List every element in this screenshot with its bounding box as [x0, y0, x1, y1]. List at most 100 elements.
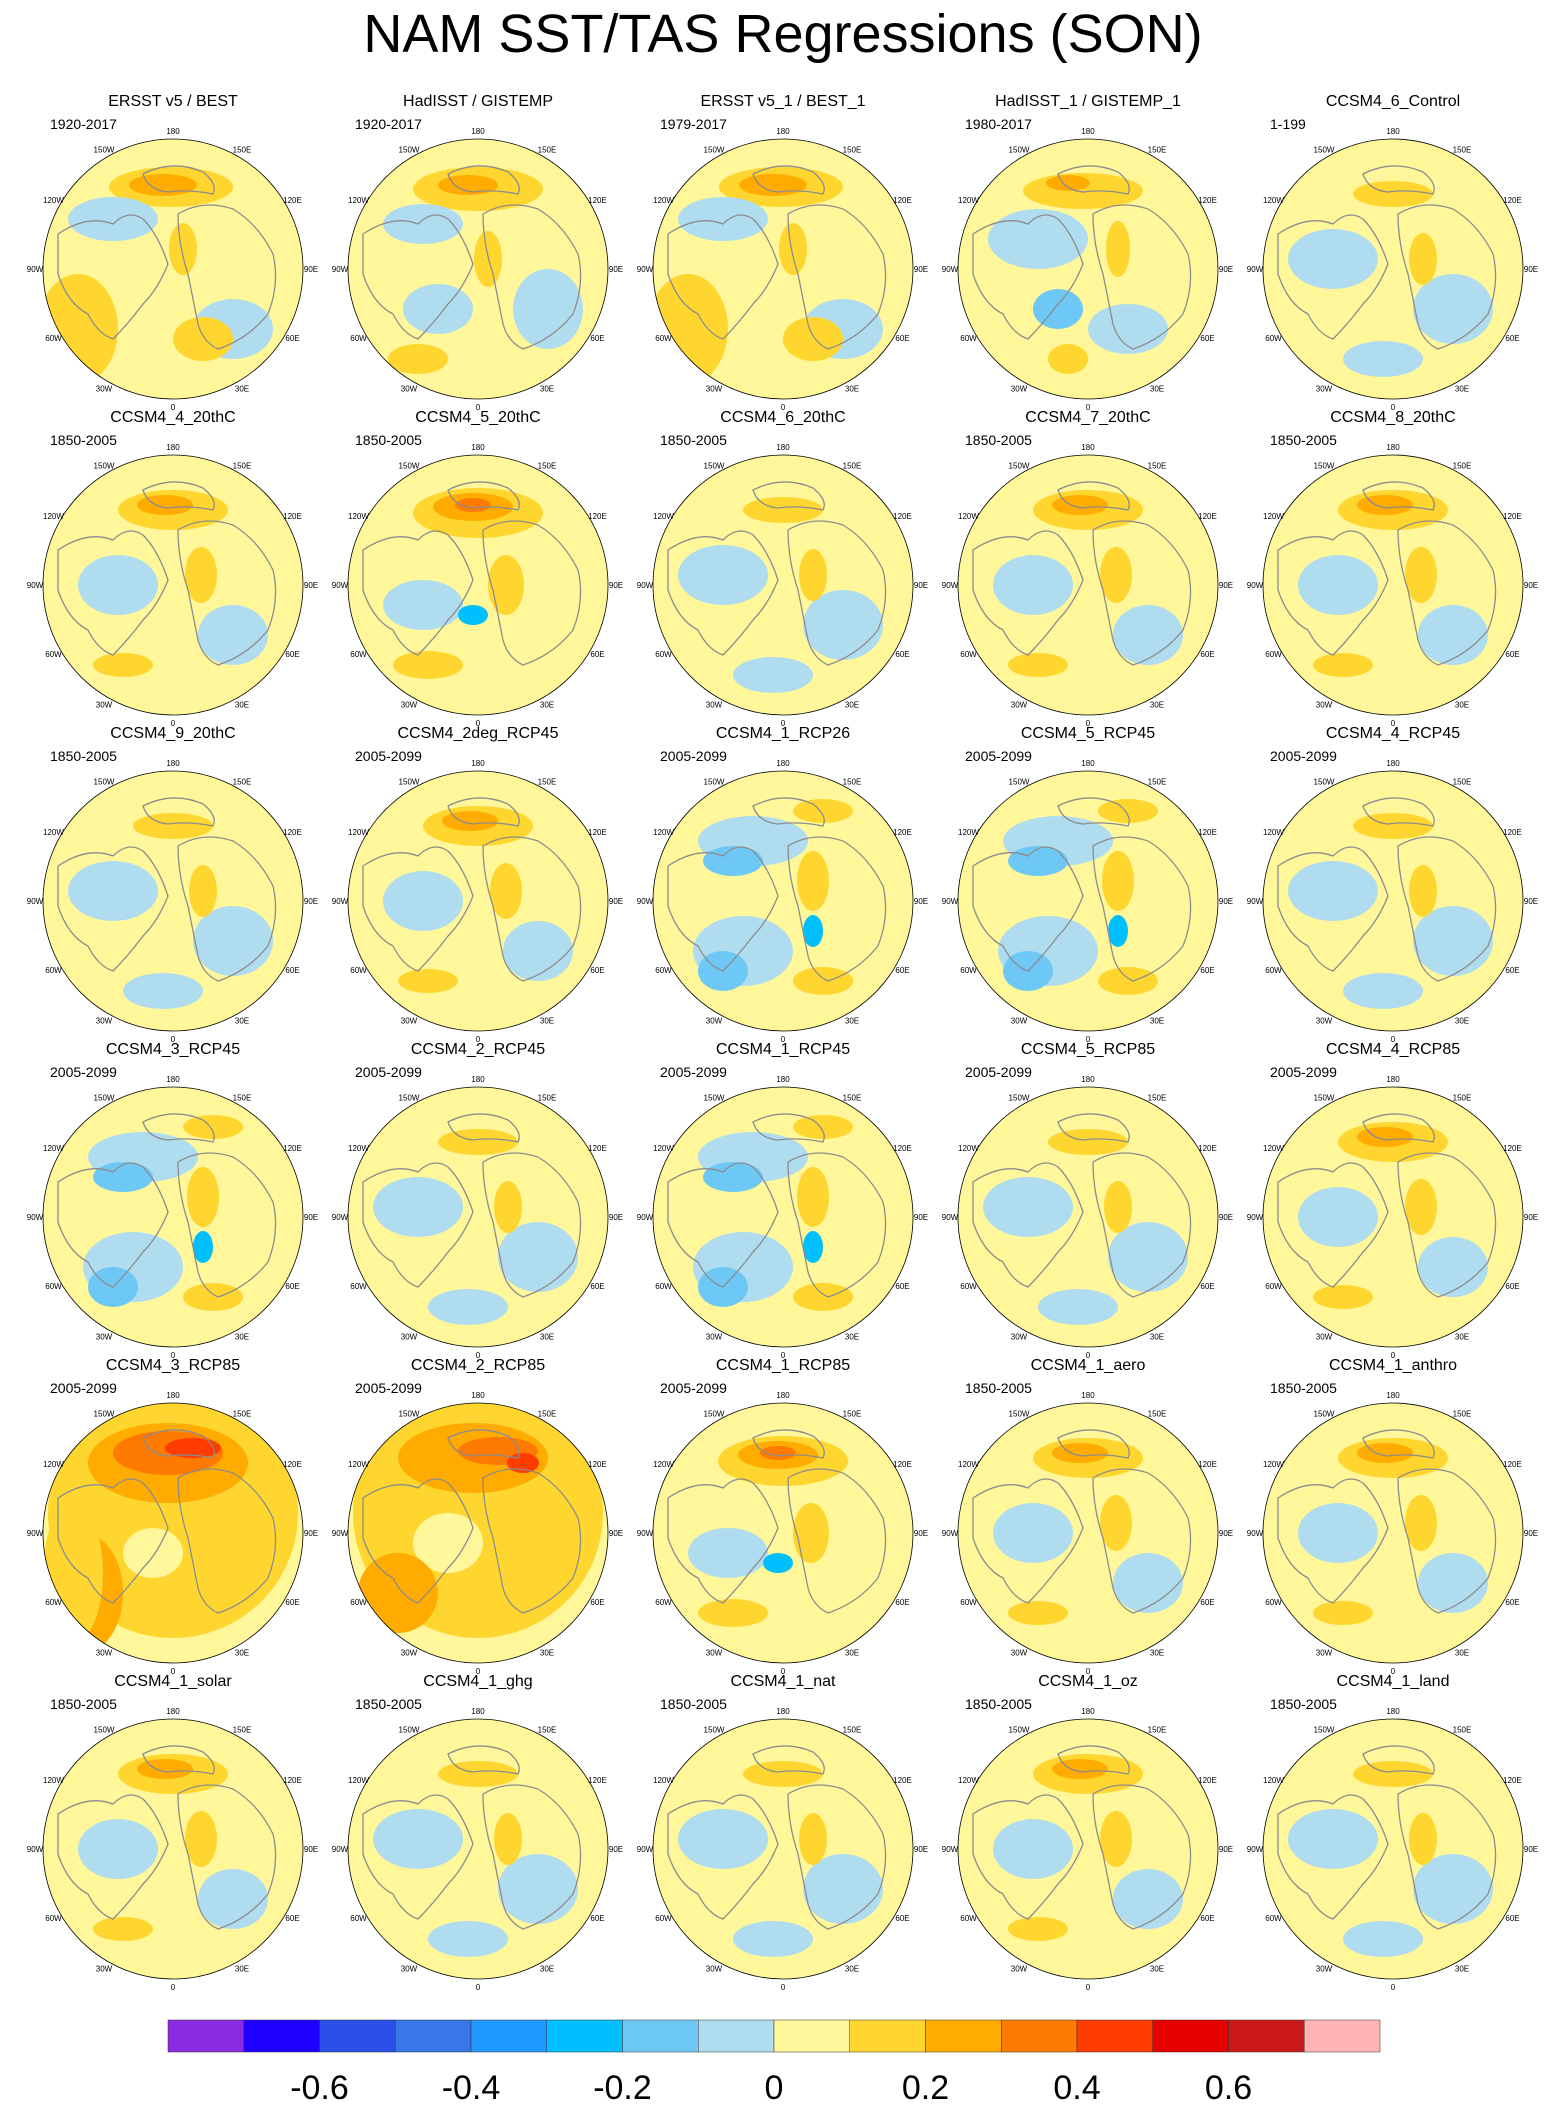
map-border	[347, 770, 609, 1032]
anomaly-region	[1100, 547, 1132, 603]
coastline	[972, 1429, 1192, 1614]
longitude-label: 90E	[609, 265, 623, 274]
anomaly-region	[1413, 274, 1493, 344]
longitude-label: 120E	[893, 1776, 912, 1785]
longitude-label: 150W	[1314, 1093, 1335, 1102]
longitude-label: 120E	[588, 1776, 607, 1785]
longitude-label: 120W	[43, 1776, 64, 1785]
panel-period: 2005-2099	[965, 748, 1032, 764]
colorbar-swatch	[243, 2019, 320, 2053]
anomaly-region	[1113, 605, 1183, 665]
panel-title: HadISST_1 / GISTEMP_1	[995, 93, 1181, 110]
anomaly-region	[383, 580, 463, 630]
anomaly-region	[1298, 555, 1378, 615]
anomaly-region	[169, 223, 197, 275]
map-border	[1262, 1718, 1524, 1980]
anomaly-region	[438, 175, 498, 195]
longitude-label: 180	[166, 443, 180, 452]
anomaly-region	[793, 1283, 853, 1311]
longitude-label: 120W	[1263, 512, 1284, 521]
map-panel: CCSM4_5_RCP45 2005-2099 180 150E 120E 90E 60E 3…	[933, 724, 1243, 1047]
panel-title: CCSM4_4_RCP45	[1325, 725, 1461, 742]
colorbar-swatch	[319, 2019, 396, 2053]
anomaly-region	[68, 197, 158, 241]
coastline	[57, 1745, 277, 1930]
longitude-label: 90E	[304, 1845, 318, 1854]
anomaly-region	[1313, 1285, 1373, 1309]
colorbar-label: -0.4	[441, 2069, 501, 2107]
panel-period: 1979-2017	[660, 116, 727, 132]
longitude-label: 120E	[893, 512, 912, 521]
anomaly-region	[1353, 181, 1433, 207]
panel-period: 2005-2099	[660, 1380, 727, 1396]
map-border	[42, 1086, 304, 1348]
longitude-label: 150W	[1314, 777, 1335, 786]
colorbar	[167, 2019, 1381, 2053]
coastline	[1277, 1429, 1497, 1614]
anomaly-region	[1288, 1809, 1378, 1869]
coastline	[972, 165, 1192, 350]
longitude-label: 150E	[1453, 461, 1472, 470]
longitude-label: 180	[1081, 1391, 1095, 1400]
longitude-label: 60W	[45, 1914, 62, 1923]
anomaly-region	[1298, 1187, 1378, 1247]
longitude-label: 90E	[914, 1845, 928, 1854]
polar-map: 180 150E 120E 90E 60E 30E 0 30W 60W 90W 120W 150W	[332, 1075, 623, 1360]
anomaly-region	[198, 1869, 268, 1929]
panel-title: CCSM4_1_oz	[1038, 1673, 1138, 1690]
panel-period: 2005-2099	[1270, 748, 1337, 764]
longitude-label: 150W	[399, 777, 420, 786]
longitude-label: 0	[781, 719, 786, 728]
longitude-label: 30W	[96, 1965, 113, 1974]
anomaly-region	[1288, 861, 1378, 921]
longitude-label: 180	[1081, 443, 1095, 452]
longitude-label: 90E	[914, 265, 928, 274]
longitude-label: 180	[776, 1707, 790, 1716]
panel-period: 1850-2005	[50, 1696, 117, 1712]
anomaly-region	[78, 555, 158, 615]
longitude-label: 60E	[1200, 334, 1214, 343]
longitude-label: 150E	[1148, 1409, 1167, 1418]
map-panel: CCSM4_7_20thC 1850-2005 180 150E 120E 90E 60E 3…	[933, 408, 1243, 731]
longitude-label: 90W	[27, 1213, 44, 1222]
longitude-label: 120E	[893, 1144, 912, 1153]
longitude-label: 60E	[590, 650, 604, 659]
panel-title: CCSM4_1_ghg	[423, 1673, 533, 1690]
longitude-label: 150W	[1009, 777, 1030, 786]
coastline	[972, 1113, 1192, 1298]
longitude-label: 180	[776, 443, 790, 452]
anomaly-region	[1098, 967, 1158, 995]
longitude-label: 90W	[27, 1845, 44, 1854]
anomaly-region	[1357, 1443, 1413, 1463]
anomaly-region	[1100, 1495, 1132, 1551]
polar-map: 180 150E 120E 90E 60E 30E 0 30W 60W 90W 120W 150W	[637, 1391, 928, 1676]
longitude-label: 30E	[1455, 1965, 1469, 1974]
colorbar-label: 0.6	[1204, 2069, 1253, 2107]
longitude-label: 150W	[94, 1725, 115, 1734]
longitude-label: 90E	[1219, 1845, 1233, 1854]
panel-title: ERSST v5 / BEST	[108, 93, 238, 110]
longitude-label: 30E	[1455, 1333, 1469, 1342]
longitude-label: 120W	[653, 1776, 674, 1785]
longitude-label: 120W	[958, 1776, 979, 1785]
longitude-label: 0	[476, 1351, 481, 1360]
anomaly-region	[458, 605, 488, 625]
panel-period: 1920-2017	[50, 116, 117, 132]
anomaly-region	[93, 1917, 153, 1941]
longitude-label: 120W	[43, 512, 64, 521]
longitude-label: 120W	[43, 828, 64, 837]
anomaly-region	[1405, 547, 1437, 603]
anomaly-region	[1052, 495, 1108, 515]
anomaly-region	[498, 1222, 578, 1292]
longitude-label: 60E	[1200, 650, 1214, 659]
colorbar-swatch	[925, 2019, 1002, 2053]
polar-map: 180 150E 120E 90E 60E 30E 0 30W 60W 90W 120W 150W	[27, 1707, 318, 1992]
anomaly-region	[1357, 495, 1413, 515]
longitude-label: 30W	[96, 1649, 113, 1658]
longitude-label: 60W	[350, 966, 367, 975]
longitude-label: 30W	[706, 385, 723, 394]
longitude-label: 120W	[958, 512, 979, 521]
longitude-label: 150W	[399, 1093, 420, 1102]
colorbar-swatch	[470, 2019, 547, 2053]
anomaly-region	[1298, 1503, 1378, 1563]
